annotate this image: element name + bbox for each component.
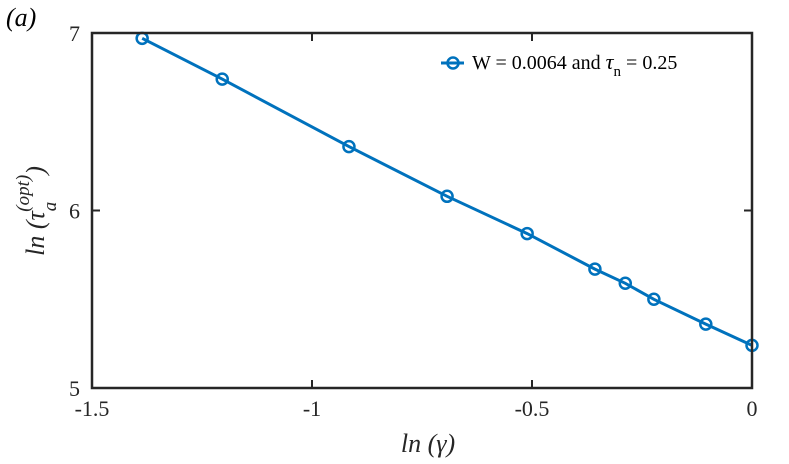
data-point	[215, 72, 229, 86]
data-point	[588, 262, 602, 276]
y-tick-label: 6	[69, 199, 80, 224]
x-axis-label: ln (γ)	[401, 429, 455, 458]
axes-layer: -1.5 -1 -0.5 0 5 6 7	[69, 21, 758, 421]
panel-label: (a)	[6, 3, 36, 32]
data-point	[342, 139, 356, 154]
x-tick-label: -0.5	[515, 396, 550, 421]
data-point	[699, 317, 713, 331]
y-tick-label: 5	[69, 376, 80, 401]
plot-area	[92, 33, 752, 388]
legend-marker	[446, 56, 460, 70]
y-axis-label: ln (τa(opt))	[13, 166, 61, 256]
data-point	[440, 189, 454, 204]
y-tick-label: 7	[69, 21, 80, 46]
data-point	[618, 276, 633, 291]
legend: W = 0.0064 and τn = 0.25	[441, 49, 677, 80]
legend-entry: W = 0.0064 and τn = 0.25	[472, 49, 677, 80]
series-line	[141, 36, 753, 347]
data-point	[520, 226, 534, 241]
plot-background	[92, 33, 752, 388]
svg-text:ln (τa(opt)): ln (τa(opt))	[13, 166, 61, 256]
x-tick-label: -1	[303, 396, 321, 421]
x-tick-label: -1.5	[75, 396, 110, 421]
x-tick-label: 0	[747, 396, 758, 421]
data-point	[647, 292, 661, 306]
